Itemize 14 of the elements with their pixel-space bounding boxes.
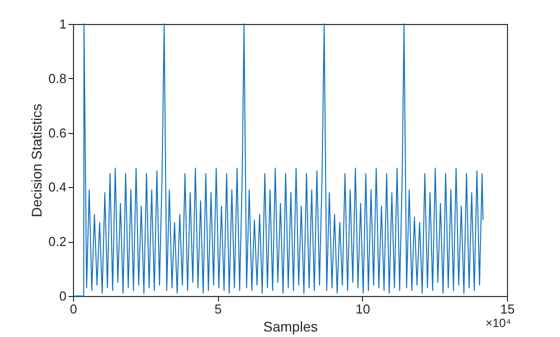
x-tick-label: 5 [214, 302, 222, 316]
x-tick-label: 0 [70, 302, 78, 316]
text: ×10⁴ [485, 316, 511, 330]
y-tick-label: 0.6 [48, 125, 66, 140]
y-tick-label: 0.8 [48, 70, 66, 86]
y-tick-label: 0.2 [48, 234, 66, 250]
x-tick-label: 15 [500, 302, 515, 316]
y-tick-label: 1 [59, 16, 66, 32]
x-axis-title: Samples [263, 318, 318, 334]
y-axis-title: Decision Statistics [28, 104, 44, 218]
y-tick-label: 0.4 [48, 180, 66, 195]
line-series [72, 24, 484, 296]
x-tick-label: 10 [356, 302, 370, 316]
y-tick-label: 0 [59, 288, 66, 304]
